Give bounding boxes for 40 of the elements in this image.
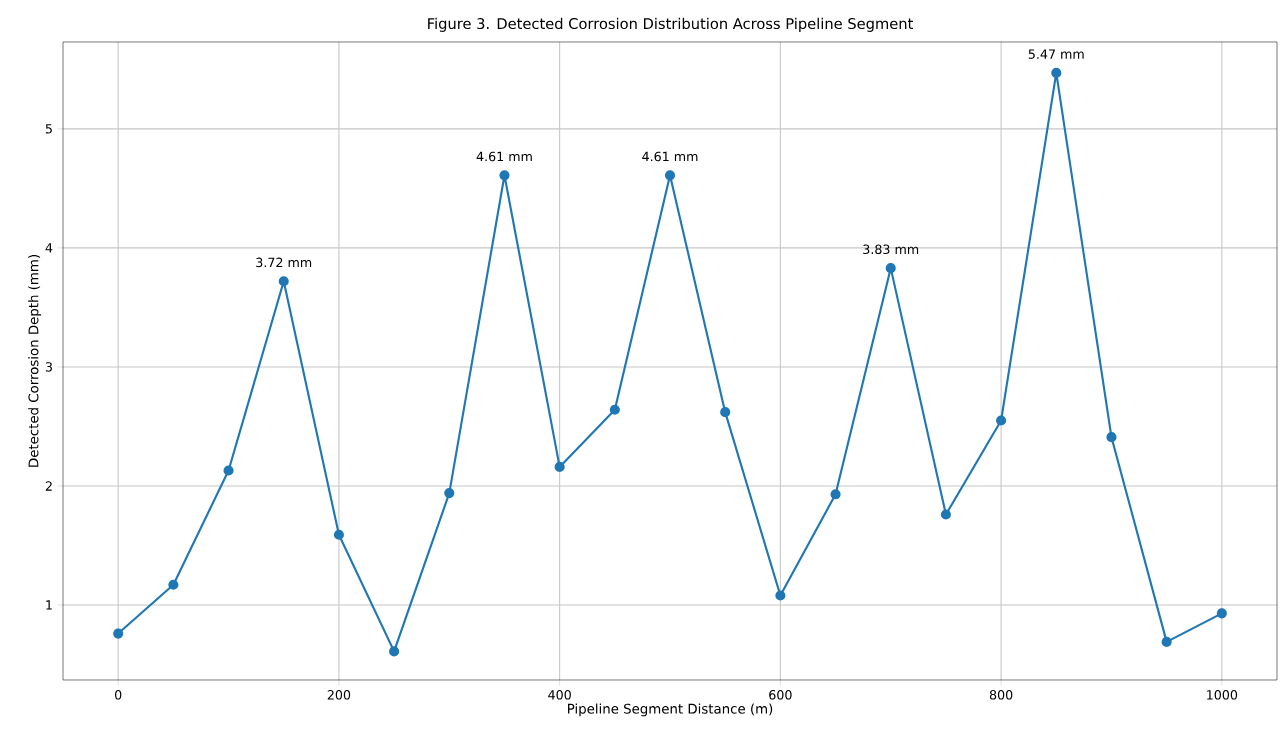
y-tick-label: 1 <box>46 600 52 610</box>
x-tick-label: 1000 <box>1207 690 1238 700</box>
point <box>1051 67 1062 78</box>
chart-title: Figure 3. Detected Corrosion Distribution Across Pipeline Segment <box>428 17 913 32</box>
annotation: 5.47 mm <box>1028 49 1084 59</box>
point <box>499 170 510 181</box>
x-tick-label: 400 <box>548 690 571 700</box>
point <box>554 461 565 472</box>
point <box>996 415 1007 426</box>
x-tick-label: 800 <box>989 690 1013 700</box>
x-tick-label: 600 <box>769 690 792 700</box>
point <box>333 529 344 540</box>
x-axis-title: Pipeline Segment Distance (m) <box>568 703 773 717</box>
y-axis-title: Detected Corrosion Depth (mm) <box>28 255 42 467</box>
x-tick-label: 200 <box>327 690 351 700</box>
annotation: 3.83 mm <box>863 244 919 255</box>
x-tick-label: 0 <box>115 690 122 700</box>
point <box>444 488 455 499</box>
y-tick-label: 2 <box>45 481 52 491</box>
annotation: 3.72 mm <box>256 257 312 268</box>
point <box>830 489 841 500</box>
point <box>775 590 786 601</box>
point <box>113 628 124 639</box>
y-tick-label: 4 <box>45 243 53 253</box>
point <box>1161 636 1172 647</box>
point <box>389 646 400 657</box>
point <box>609 404 620 415</box>
point <box>1216 608 1227 619</box>
point <box>278 276 289 287</box>
point <box>223 465 234 476</box>
annotation: 4.61 mm <box>476 151 532 162</box>
point <box>885 263 896 274</box>
point <box>1106 432 1117 443</box>
point <box>168 579 179 590</box>
point <box>664 170 676 181</box>
y-tick-label: 3 <box>45 362 52 372</box>
annotation: 4.61 mm <box>642 151 698 162</box>
y-tick-label: 5 <box>45 124 52 134</box>
point <box>940 509 951 520</box>
point <box>720 407 731 418</box>
